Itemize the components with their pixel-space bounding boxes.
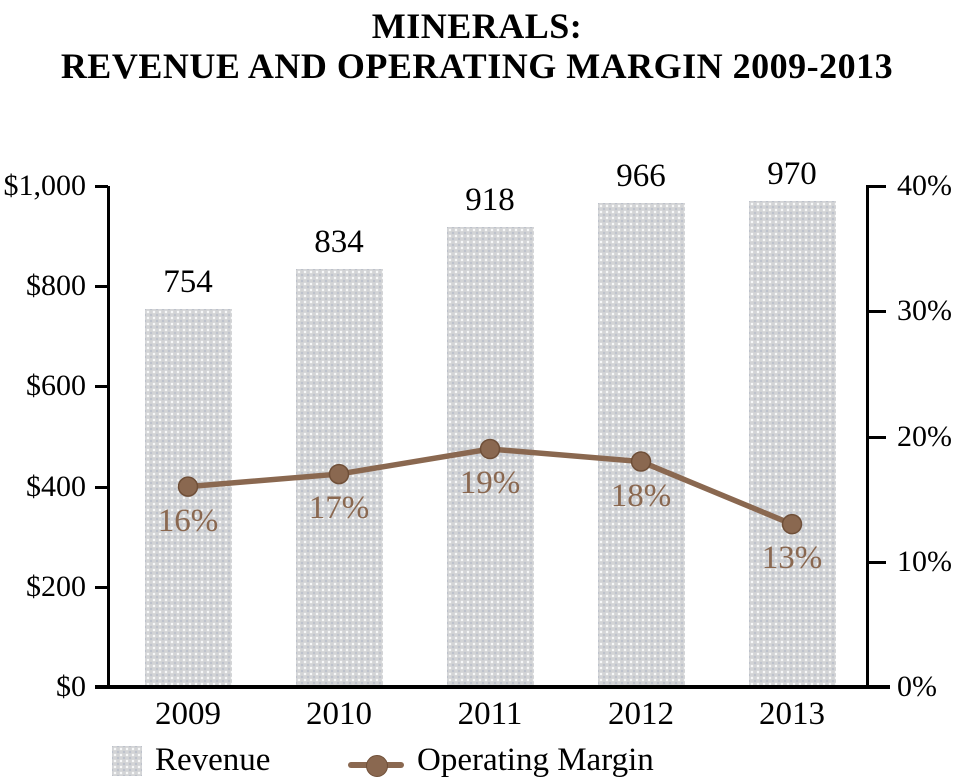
operating-margin-marker [328, 463, 350, 485]
revenue-value-label: 754 [163, 264, 213, 301]
left-axis-tick-label: $600 [26, 369, 86, 403]
right-axis-tick-label: 30% [897, 294, 952, 328]
left-axis-tick-label: $0 [56, 670, 86, 703]
right-axis-tick [866, 560, 886, 564]
operating-margin-marker [781, 513, 803, 535]
revenue-bar [597, 203, 685, 687]
revenue-bar [144, 309, 232, 687]
operating-margin-value-label: 18% [610, 477, 672, 514]
revenue-bar [446, 227, 534, 687]
left-axis-tick [95, 585, 108, 589]
revenue-value-label: 970 [767, 156, 817, 193]
legend: Revenue Operating Margin [0, 738, 954, 782]
right-axis-tick-label: 40% [897, 169, 952, 202]
x-axis-category-label: 2010 [306, 696, 372, 732]
revenue-value-label: 918 [465, 182, 515, 219]
legend-operating-margin-swatch-icon [348, 738, 404, 782]
left-axis-tick-label: $1,000 [3, 169, 87, 202]
legend-revenue-swatch-icon [112, 746, 142, 776]
right-axis-tick [866, 435, 886, 439]
left-axis-tick-label: $800 [26, 269, 86, 303]
left-axis-line [107, 186, 110, 687]
revenue-value-label: 966 [616, 158, 666, 195]
right-axis-tick-label: 0% [897, 670, 937, 703]
left-axis-tick [95, 385, 108, 389]
operating-margin-marker [177, 476, 199, 497]
legend-operating-margin-label: Operating Margin [417, 742, 654, 778]
operating-margin-marker [630, 451, 652, 472]
x-axis-category-label: 2012 [608, 696, 674, 732]
x-axis-category-label: 2009 [155, 696, 221, 732]
operating-margin-value-label: 16% [157, 502, 219, 539]
right-axis-tick-label: 10% [897, 544, 952, 578]
x-axis-category-label: 2013 [759, 696, 825, 732]
operating-margin-value-label: 13% [761, 540, 823, 577]
operating-margin-value-label: 17% [308, 490, 370, 527]
revenue-value-label: 834 [314, 224, 364, 261]
right-axis-tick [866, 185, 886, 188]
legend-revenue-label: Revenue [155, 742, 271, 778]
chart-title-line1: MINERALS: [371, 6, 583, 46]
x-axis-line [95, 685, 890, 689]
operating-margin-marker [479, 438, 501, 460]
legend-line-dot [366, 755, 388, 777]
revenue-bar [748, 201, 836, 687]
chart-title-line2: REVENUE AND OPERATING MARGIN 2009-2013 [60, 46, 894, 86]
operating-margin-value-label: 19% [459, 465, 521, 502]
left-axis-tick-label: $400 [26, 469, 86, 503]
left-axis-tick [95, 285, 108, 289]
left-axis-tick [95, 485, 108, 489]
left-axis-tick-label: $200 [26, 569, 86, 603]
right-axis-tick [866, 310, 886, 314]
chart-title: MINERALS: REVENUE AND OPERATING MARGIN 2… [0, 6, 954, 86]
x-axis-category-label: 2011 [457, 696, 523, 732]
left-axis-tick [95, 185, 108, 188]
right-axis-tick-label: 20% [897, 419, 952, 453]
